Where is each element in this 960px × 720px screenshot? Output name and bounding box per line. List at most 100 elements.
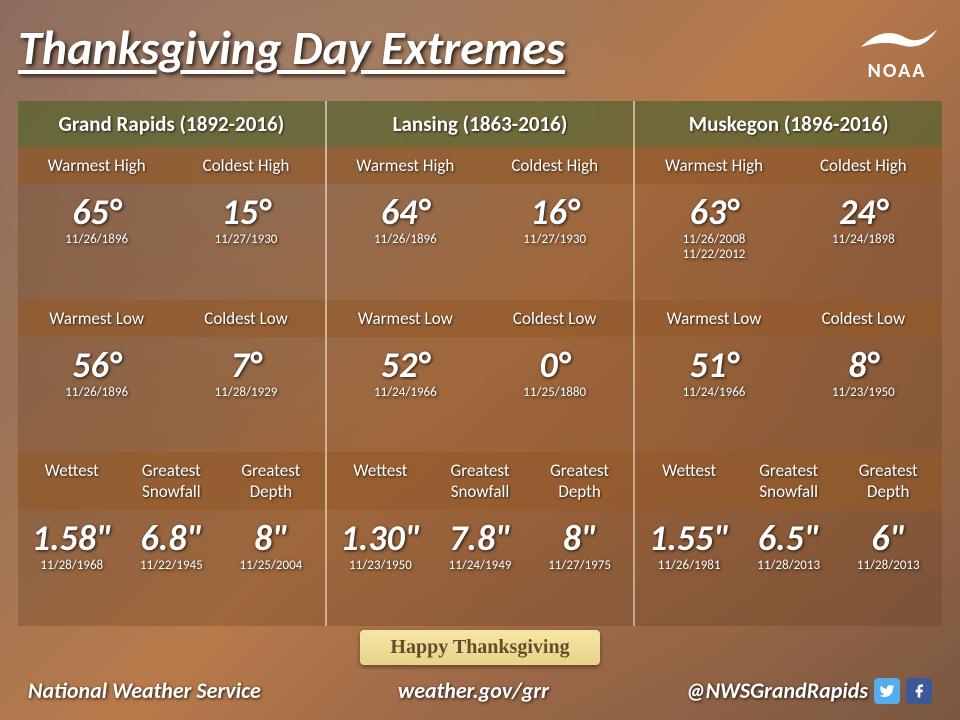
- data-table: Grand Rapids (1892-2016)Warmest HighCold…: [18, 101, 942, 626]
- metric-value: 8°: [789, 347, 938, 383]
- label-row: WettestGreatest SnowfallGreatest Depth: [327, 452, 634, 510]
- metric-date: 11/24/1966: [331, 385, 480, 400]
- noaa-text: NOAA: [852, 59, 942, 83]
- value-row: 51° 11/24/19668° 11/23/1950: [635, 337, 942, 453]
- metric-label: Coldest High: [480, 155, 629, 176]
- metric-label: Wettest: [639, 460, 739, 502]
- metric-date: 11/28/2013: [739, 558, 839, 573]
- metric-value: 8": [530, 520, 630, 556]
- noaa-logo: NOAA: [852, 18, 942, 83]
- value-row: 1.58" 11/28/19686.8"11/22/19458" 11/25/200…: [18, 510, 325, 626]
- metric-cell: 15° 11/27/1930: [171, 194, 320, 288]
- metric-cell: 7°11/28/1929: [171, 347, 320, 441]
- metric-cell: 6" 11/28/2013: [838, 520, 938, 614]
- page-title: Thanksgiving Day Extremes: [18, 18, 565, 77]
- metric-cell: 1.58" 11/28/1968: [22, 520, 122, 614]
- label-row: Warmest LowColdest Low: [327, 300, 634, 337]
- value-row: 63° 11/26/200811/22/2012 24° 11/24/1898: [635, 184, 942, 300]
- metric-value: 8": [221, 520, 321, 556]
- metric-date: 11/25/2004: [221, 558, 321, 573]
- metric-value: 7.8": [430, 520, 530, 556]
- metric-cell: 51° 11/24/1966: [639, 347, 788, 441]
- metric-value: 0°: [480, 347, 629, 383]
- banner: Happy Thanksgiving: [18, 630, 942, 665]
- metric-value: 65°: [22, 194, 171, 230]
- metric-value: 6.5": [739, 520, 839, 556]
- metric-label: Warmest High: [22, 155, 171, 176]
- label-row: WettestGreatest SnowfallGreatest Depth: [18, 452, 325, 510]
- metric-label: Greatest Snowfall: [122, 460, 222, 502]
- metric-label: Wettest: [22, 460, 122, 502]
- metric-label: Warmest High: [331, 155, 480, 176]
- metric-cell: 1.55"11/26/1981: [639, 520, 739, 614]
- city-header: Grand Rapids (1892-2016): [18, 101, 325, 147]
- metric-value: 24°: [789, 194, 938, 230]
- facebook-icon: [906, 678, 932, 704]
- label-row: Warmest LowColdest Low: [635, 300, 942, 337]
- metric-cell: 6.5" 11/28/2013: [739, 520, 839, 614]
- metric-date: 11/28/1968: [22, 558, 122, 573]
- metric-date: 11/28/2013: [838, 558, 938, 573]
- metric-value: 63°: [639, 194, 788, 230]
- footer-right: @NWSGrandRapids: [686, 677, 932, 704]
- metric-date: 11/26/1896: [22, 232, 171, 247]
- label-row: Warmest HighColdest High: [635, 147, 942, 184]
- metric-date: 11/26/1896: [22, 385, 171, 400]
- metric-date: 11/23/1950: [789, 385, 938, 400]
- metric-cell: 16°11/27/1930: [480, 194, 629, 288]
- metric-value: 56°: [22, 347, 171, 383]
- metric-label: Coldest High: [171, 155, 320, 176]
- footer-handle: @NWSGrandRapids: [686, 677, 868, 704]
- label-row: Warmest HighColdest High: [327, 147, 634, 184]
- header: Thanksgiving Day Extremes NOAA: [18, 18, 942, 83]
- label-row: Warmest HighColdest High: [18, 147, 325, 184]
- metric-cell: 7.8" 11/24/1949: [430, 520, 530, 614]
- value-row: 65° 11/26/189615° 11/27/1930: [18, 184, 325, 300]
- metric-value: 15°: [171, 194, 320, 230]
- metric-date: 11/28/1929: [171, 385, 320, 400]
- city-header: Muskegon (1896-2016): [635, 101, 942, 147]
- metric-date: 11/27/1930: [171, 232, 320, 247]
- metric-label: Greatest Depth: [838, 460, 938, 502]
- metric-label: Wettest: [331, 460, 431, 502]
- metric-cell: 64° 11/26/1896: [331, 194, 480, 288]
- metric-cell: 63° 11/26/200811/22/2012: [639, 194, 788, 288]
- footer-center: weather.gov/grr: [398, 677, 549, 704]
- metric-label: Warmest Low: [331, 308, 480, 329]
- metric-cell: 0° 11/25/1880: [480, 347, 629, 441]
- metric-cell: 56° 11/26/1896: [22, 347, 171, 441]
- twitter-icon: [874, 678, 900, 704]
- metric-cell: 8"11/27/1975: [530, 520, 630, 614]
- metric-cell: 65° 11/26/1896: [22, 194, 171, 288]
- metric-value: 1.58": [22, 520, 122, 556]
- metric-value: 51°: [639, 347, 788, 383]
- label-row: Warmest LowColdest Low: [18, 300, 325, 337]
- metric-cell: 6.8"11/22/1945: [122, 520, 222, 614]
- value-row: 1.55"11/26/19816.5" 11/28/2013 6" 11/28/201…: [635, 510, 942, 626]
- footer-left: National Weather Service: [28, 677, 261, 704]
- metric-label: Greatest Snowfall: [430, 460, 530, 502]
- metric-value: 52°: [331, 347, 480, 383]
- metric-date: 11/24/1898: [789, 232, 938, 247]
- metric-label: Warmest Low: [22, 308, 171, 329]
- label-row: WettestGreatest SnowfallGreatest Depth: [635, 452, 942, 510]
- metric-date: 11/26/2008: [639, 232, 788, 247]
- metric-label: Warmest Low: [639, 308, 788, 329]
- metric-value: 6": [838, 520, 938, 556]
- infographic-container: Thanksgiving Day Extremes NOAA Grand Rap…: [0, 0, 960, 720]
- metric-date: 11/24/1966: [639, 385, 788, 400]
- metric-date: 11/22/2012: [639, 247, 788, 262]
- metric-date: 11/26/1896: [331, 232, 480, 247]
- metric-date: 11/25/1880: [480, 385, 629, 400]
- metric-date: 11/22/1945: [122, 558, 222, 573]
- metric-value: 64°: [331, 194, 480, 230]
- value-row: 64° 11/26/189616°11/27/1930: [327, 184, 634, 300]
- metric-cell: 52° 11/24/1966: [331, 347, 480, 441]
- metric-cell: 8° 11/23/1950: [789, 347, 938, 441]
- metric-value: 1.55": [639, 520, 739, 556]
- metric-label: Coldest Low: [171, 308, 320, 329]
- metric-date: 11/24/1949: [430, 558, 530, 573]
- value-row: 1.30"11/23/19507.8"11/24/19498"11/27/197…: [327, 510, 634, 626]
- metric-label: Coldest High: [789, 155, 938, 176]
- city-column: Grand Rapids (1892-2016)Warmest HighCold…: [18, 101, 327, 626]
